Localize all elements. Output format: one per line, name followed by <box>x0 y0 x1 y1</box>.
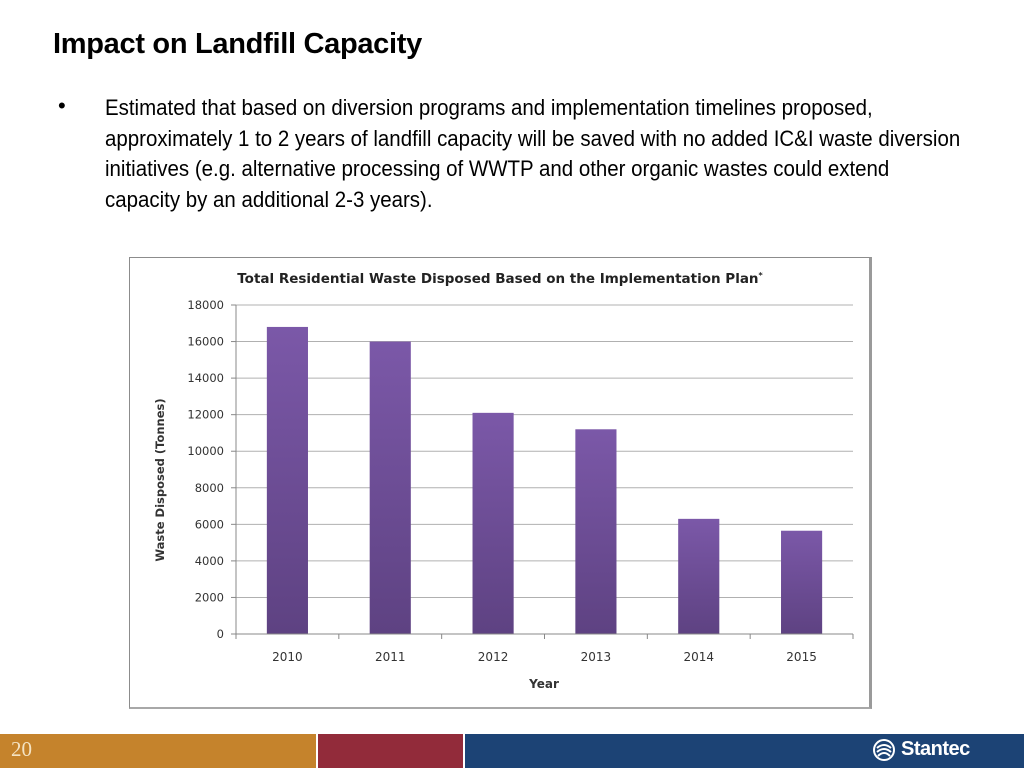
y-tick-label: 8000 <box>195 481 224 495</box>
y-tick-label: 18000 <box>187 298 224 312</box>
brand-logo: Stantec <box>873 738 970 761</box>
bar-2014 <box>678 518 720 634</box>
bar-2012 <box>472 412 514 634</box>
page-number: 20 <box>11 737 32 761</box>
x-tick-label: 2015 <box>786 650 817 664</box>
y-axis-label: Waste Disposed (Tonnes) <box>153 398 167 561</box>
bullet-text: Estimated that based on diversion progra… <box>105 95 961 212</box>
y-tick-label: 4000 <box>195 554 224 568</box>
footer-bar: 20 Stantec <box>0 734 1024 768</box>
footer-segment-orange: 20 <box>0 734 316 768</box>
y-tick-label: 2000 <box>195 590 224 604</box>
x-tick-label: 2010 <box>272 650 303 664</box>
bar-2015 <box>781 530 823 634</box>
x-tick-label: 2012 <box>478 650 509 664</box>
y-tick-label: 10000 <box>187 444 224 458</box>
footer-segment-red <box>318 734 463 768</box>
footer-segment-blue: Stantec <box>465 734 1024 768</box>
bar-2013 <box>575 429 617 634</box>
y-tick-label: 12000 <box>187 408 224 422</box>
y-tick-label: 6000 <box>195 517 224 531</box>
x-axis-label: Year <box>528 677 559 691</box>
brand-name: Stantec <box>901 738 970 760</box>
bar-2011 <box>369 341 411 634</box>
stantec-logo-icon <box>873 738 895 761</box>
y-tick-label: 14000 <box>187 371 224 385</box>
chart-title-footnote-marker: * <box>759 271 764 280</box>
x-tick-label: 2014 <box>683 650 714 664</box>
chart-frame: 0 2000 4000 6000 8000 10000 12000 14000 16000 180… <box>129 257 872 709</box>
x-tick-label: 2011 <box>375 650 406 664</box>
slide-title: Impact on Landfill Capacity <box>53 28 422 60</box>
y-tick-label: 16000 <box>187 335 224 349</box>
x-tick-label: 2013 <box>581 650 612 664</box>
y-tick-label: 0 <box>217 627 224 641</box>
bar-chart: 0 2000 4000 6000 8000 10000 12000 14000 16000 180… <box>153 271 854 691</box>
chart-title: Total Residential Waste Disposed Based o… <box>237 271 763 287</box>
bullet-marker: • <box>58 93 66 118</box>
bar-2010 <box>266 326 308 634</box>
